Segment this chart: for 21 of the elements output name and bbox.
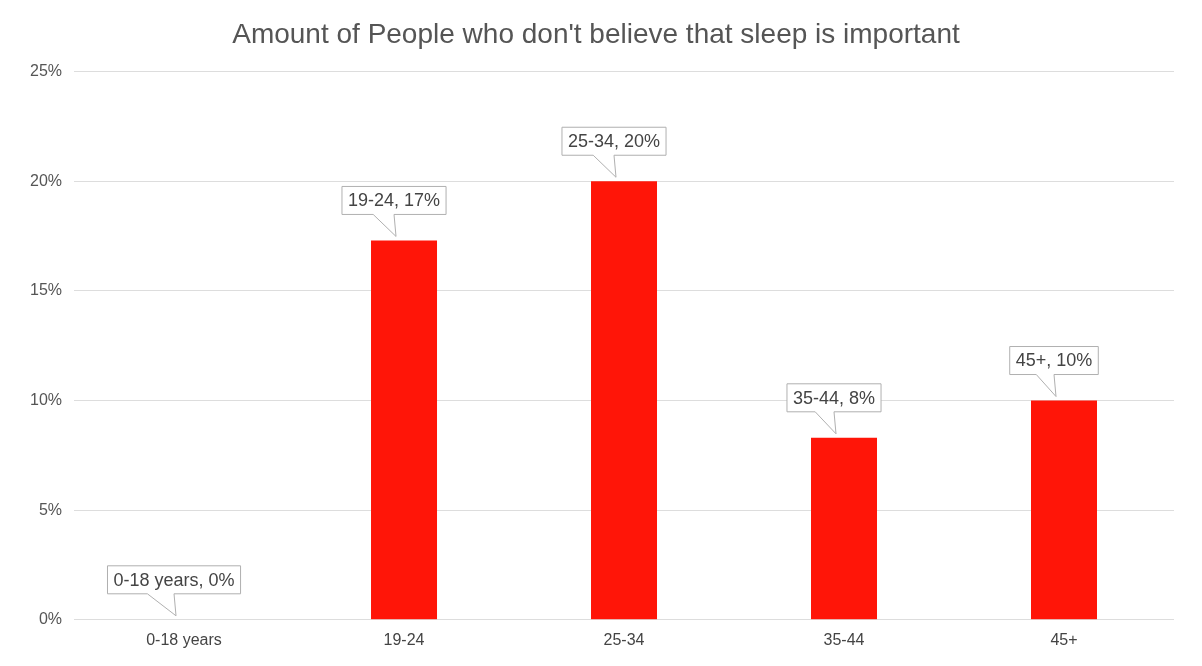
data-label: 0-18 years, 0%: [113, 569, 235, 590]
data-label: 35-44, 8%: [792, 387, 876, 408]
x-tick-label: 0-18 years: [146, 630, 222, 648]
bar: [591, 181, 658, 620]
y-tick-label: 25%: [29, 62, 63, 80]
y-tick-label: 10%: [29, 390, 63, 408]
bar: [1031, 400, 1097, 620]
y-tick-label: 5%: [38, 500, 63, 518]
x-tick-label: 25-34: [603, 630, 645, 648]
data-label: 45+, 10%: [1015, 350, 1093, 371]
y-tick-label: 0%: [38, 610, 63, 628]
data-label: 25-34, 20%: [567, 131, 661, 152]
bar: [371, 240, 438, 620]
y-tick-label: 20%: [29, 171, 63, 189]
bar: [811, 437, 878, 620]
x-tick-label: 19-24: [383, 630, 425, 648]
chart-title: Amount of People who don't believe that sleep is important: [232, 17, 960, 49]
x-tick-label: 35-44: [823, 630, 865, 648]
data-label: 19-24, 17%: [347, 190, 441, 211]
x-tick-label: 45+: [1050, 630, 1078, 648]
y-tick-label: 15%: [29, 281, 63, 299]
